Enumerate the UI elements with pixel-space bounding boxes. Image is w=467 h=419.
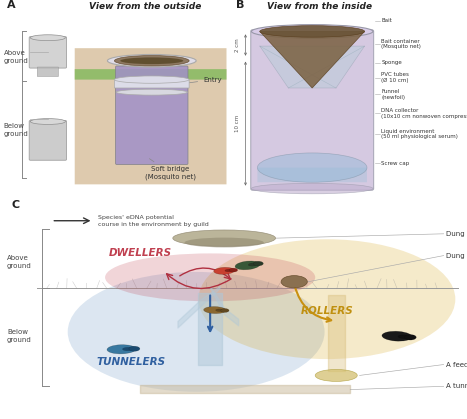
Text: C: C: [12, 200, 20, 210]
Text: ROLLERS: ROLLERS: [301, 306, 353, 316]
Polygon shape: [260, 31, 365, 88]
FancyBboxPatch shape: [114, 80, 189, 88]
Text: Below
ground: Below ground: [4, 123, 28, 137]
Text: View from the outside: View from the outside: [89, 3, 201, 11]
FancyBboxPatch shape: [37, 67, 58, 76]
Text: Species' eDNA potential
course in the environment by guild: Species' eDNA potential course in the en…: [98, 215, 209, 227]
Ellipse shape: [260, 26, 365, 37]
Ellipse shape: [114, 76, 189, 83]
Circle shape: [281, 276, 307, 288]
Text: View from the inside: View from the inside: [267, 3, 372, 11]
Text: A: A: [7, 0, 15, 10]
FancyBboxPatch shape: [29, 121, 67, 160]
Ellipse shape: [225, 269, 233, 272]
Circle shape: [221, 308, 229, 313]
Ellipse shape: [204, 307, 226, 313]
Text: B: B: [236, 0, 244, 10]
Text: Entry: Entry: [162, 77, 222, 87]
Ellipse shape: [248, 263, 258, 266]
Ellipse shape: [122, 347, 134, 351]
Ellipse shape: [107, 54, 196, 67]
Ellipse shape: [173, 230, 276, 246]
Text: PVC tubes
(Ø 10 cm): PVC tubes (Ø 10 cm): [381, 72, 409, 83]
Ellipse shape: [257, 153, 367, 182]
Ellipse shape: [198, 239, 455, 359]
Text: Dung pat: Dung pat: [446, 231, 467, 237]
Ellipse shape: [120, 57, 184, 64]
Ellipse shape: [184, 238, 264, 247]
Text: 10 cm: 10 cm: [234, 115, 240, 132]
Ellipse shape: [382, 331, 412, 341]
Text: Liquid environment
(50 ml physiological serum): Liquid environment (50 ml physiological …: [381, 129, 458, 140]
Circle shape: [254, 261, 263, 266]
Polygon shape: [260, 46, 365, 88]
Text: Above
ground: Above ground: [7, 255, 32, 269]
Ellipse shape: [116, 89, 187, 95]
Ellipse shape: [235, 261, 260, 270]
FancyBboxPatch shape: [75, 69, 226, 80]
FancyBboxPatch shape: [29, 36, 67, 68]
FancyBboxPatch shape: [75, 48, 226, 184]
Text: Above
ground: Above ground: [4, 49, 28, 64]
Ellipse shape: [214, 267, 234, 274]
Text: DNA collector
(10x10 cm nonwoven compress): DNA collector (10x10 cm nonwoven compres…: [381, 108, 467, 119]
Ellipse shape: [251, 25, 373, 38]
Text: 2 cm: 2 cm: [234, 38, 240, 52]
Text: TUNNELERS: TUNNELERS: [96, 357, 165, 367]
Text: A tunnel: A tunnel: [446, 383, 467, 389]
Ellipse shape: [251, 183, 373, 194]
FancyBboxPatch shape: [257, 168, 367, 182]
Ellipse shape: [30, 119, 65, 124]
Ellipse shape: [114, 56, 189, 66]
Text: DWELLERS: DWELLERS: [108, 248, 172, 258]
Ellipse shape: [30, 35, 65, 41]
Text: Dung ball: Dung ball: [446, 253, 467, 259]
Text: A feeding or a nesting ball: A feeding or a nesting ball: [446, 362, 467, 367]
Ellipse shape: [105, 253, 315, 301]
Ellipse shape: [68, 272, 325, 392]
Ellipse shape: [398, 335, 410, 339]
Text: Bait container
(Mosquito net): Bait container (Mosquito net): [381, 39, 421, 49]
Circle shape: [129, 346, 140, 351]
Text: Screw cap: Screw cap: [381, 161, 410, 166]
Text: Bait: Bait: [381, 18, 392, 23]
Text: Sponge: Sponge: [381, 60, 402, 65]
Ellipse shape: [216, 309, 224, 312]
Ellipse shape: [315, 370, 357, 381]
Text: Below
ground: Below ground: [7, 329, 32, 343]
Text: Soft bridge
(Mosquito net): Soft bridge (Mosquito net): [145, 159, 196, 180]
FancyBboxPatch shape: [116, 66, 188, 164]
Circle shape: [404, 334, 416, 340]
Ellipse shape: [107, 345, 136, 354]
FancyBboxPatch shape: [251, 30, 374, 190]
Text: Funnel
(newfoil): Funnel (newfoil): [381, 89, 405, 100]
Circle shape: [229, 268, 238, 272]
